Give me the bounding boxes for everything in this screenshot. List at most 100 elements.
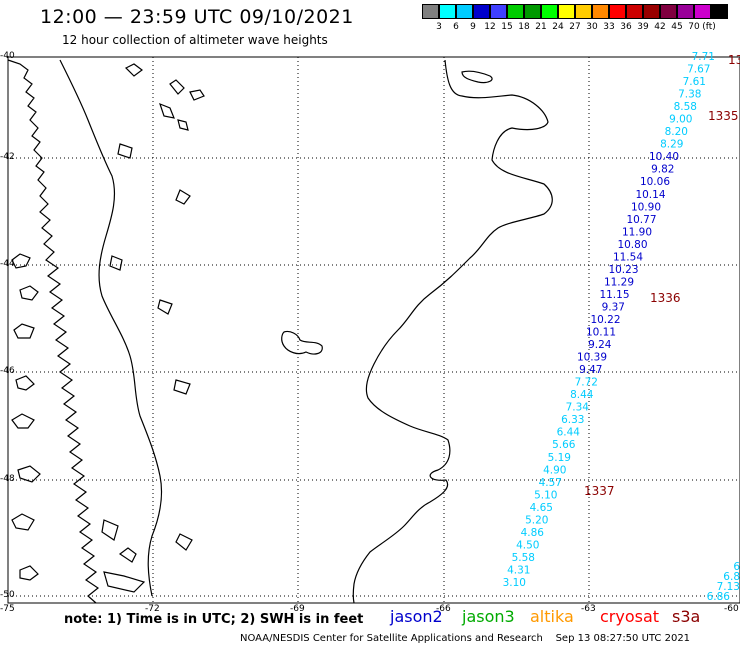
legend-label: 39 xyxy=(637,22,649,32)
credit-line: NOAA/NESDIS Center for Satellite Applica… xyxy=(240,633,691,644)
legend-swatch xyxy=(507,4,524,19)
satellite-label: jason3 xyxy=(462,607,515,626)
legend-label: 24 xyxy=(552,22,564,32)
wave-height-value: 4.86 xyxy=(521,527,545,539)
wave-height-value: 8.58 xyxy=(674,101,697,113)
longitude-label: -72 xyxy=(145,604,160,614)
legend-swatch xyxy=(541,4,558,19)
legend-swatch xyxy=(575,4,592,19)
legend-swatch xyxy=(456,4,473,19)
latitude-label: -44 xyxy=(0,259,15,269)
wave-height-value: 8.20 xyxy=(665,126,688,138)
legend-swatch xyxy=(524,4,541,19)
legend-label: 33 xyxy=(603,22,615,32)
legend-label: 21 xyxy=(535,22,547,32)
legend-swatch xyxy=(609,4,626,19)
latitude-label: -40 xyxy=(0,51,15,61)
legend-swatch xyxy=(592,4,609,19)
legend-swatch xyxy=(439,4,456,19)
legend-swatch xyxy=(422,4,439,19)
legend-label: 36 xyxy=(620,22,632,32)
wave-height-value: 9.47 xyxy=(579,364,602,376)
coastline xyxy=(7,59,553,604)
altimeter-tracks: 7.717.677.617.388.589.008.208.2910.409.8… xyxy=(503,51,740,603)
wave-height-color-legend: 3 6 9 12 15 18 21 24 27 30 33 36 39 42 45 70 (ft) xyxy=(422,4,728,34)
legend-swatch xyxy=(677,4,694,19)
longitude-label: -69 xyxy=(290,604,305,614)
wave-height-value: 4.57 xyxy=(539,477,562,489)
chile-inland-edge xyxy=(59,59,163,597)
wave-height-value: 6 xyxy=(733,561,740,573)
legend-swatch xyxy=(643,4,660,19)
wave-height-value: 7.72 xyxy=(575,377,598,389)
legend-label: 42 xyxy=(654,22,666,32)
wave-height-value: 11.54 xyxy=(613,251,643,263)
footnote: note: 1) Time is in UTC; 2) SWH is in fe… xyxy=(64,612,364,627)
argentina-coastline xyxy=(352,59,553,604)
wave-height-value: 11.29 xyxy=(604,276,634,288)
legend-swatch xyxy=(490,4,507,19)
legend-swatch xyxy=(626,4,643,19)
satellite-label: jason2 xyxy=(390,607,443,626)
wave-height-value: 4.65 xyxy=(530,502,553,514)
lake-1 xyxy=(101,63,205,593)
wave-height-value: 9.82 xyxy=(651,164,674,176)
legend-label: 18 xyxy=(518,22,530,32)
wave-height-value: 5.66 xyxy=(552,439,576,451)
legend-label: 12 xyxy=(484,22,496,32)
legend-label: 27 xyxy=(569,22,581,32)
wave-height-value: 5.20 xyxy=(525,514,548,526)
satellite-label: altika xyxy=(530,607,574,626)
wave-height-value: 6.33 xyxy=(561,414,584,426)
wave-height-value: 10.11 xyxy=(586,327,616,339)
wave-height-value: 3.10 xyxy=(503,577,526,589)
latitude-label: -42 xyxy=(0,152,15,162)
island-cluster-1 xyxy=(11,253,41,581)
pass-number-partial: 13 xyxy=(728,53,740,67)
legend-label: 45 xyxy=(671,22,683,32)
wave-height-value: 10.77 xyxy=(626,214,656,226)
longitude-label: -60 xyxy=(724,604,739,614)
wave-height-value: 7.71 xyxy=(692,51,715,63)
longitude-label: -63 xyxy=(581,604,596,614)
wave-height-value: 4.90 xyxy=(543,464,566,476)
wave-height-value: 6.44 xyxy=(557,427,581,439)
map-subtitle: 12 hour collection of altimeter wave hei… xyxy=(62,33,328,47)
legend-swatch xyxy=(694,4,711,19)
peninsula xyxy=(461,70,493,84)
legend-label: 6 xyxy=(453,22,459,32)
wave-height-value: 7.67 xyxy=(687,64,710,76)
wave-height-value: 10.80 xyxy=(617,239,647,251)
wave-height-value: 10.90 xyxy=(631,201,661,213)
wave-height-value: 8.29 xyxy=(660,139,683,151)
satellite-label: cryosat xyxy=(600,607,660,626)
latitude-label: -50 xyxy=(0,590,15,600)
wave-height-value: 6.8 xyxy=(723,571,740,583)
wave-height-value: 8.44 xyxy=(570,389,594,401)
map-frame xyxy=(7,56,740,604)
legend-label: 70 xyxy=(688,22,700,32)
wave-height-value: 10.40 xyxy=(649,151,679,163)
chile-coastline xyxy=(7,59,100,604)
legend-unit: (ft) xyxy=(702,22,716,32)
wave-height-value: 7.38 xyxy=(678,89,701,101)
wave-height-value: 7.34 xyxy=(566,402,590,414)
lat-lon-grid xyxy=(7,56,740,603)
wave-height-value: 5.10 xyxy=(534,489,557,501)
wave-height-value: 10.23 xyxy=(608,264,638,276)
wave-height-value: 4.31 xyxy=(507,564,530,576)
legend-label: 15 xyxy=(501,22,513,32)
longitude-label: -75 xyxy=(0,604,15,614)
pass-number: 1336 xyxy=(650,291,681,305)
wave-height-value: 9.37 xyxy=(602,301,625,313)
wave-height-value: 4.50 xyxy=(516,539,539,551)
wave-height-value: 5.58 xyxy=(512,552,535,564)
satellite-label: s3a xyxy=(672,607,701,626)
wave-height-value: 10.06 xyxy=(640,176,670,188)
wave-height-value: 11.90 xyxy=(622,226,652,238)
latitude-label: -48 xyxy=(0,474,15,484)
wave-height-value: 7.13 xyxy=(717,581,740,593)
latitude-label: -46 xyxy=(0,366,15,376)
legend-swatch xyxy=(660,4,677,19)
